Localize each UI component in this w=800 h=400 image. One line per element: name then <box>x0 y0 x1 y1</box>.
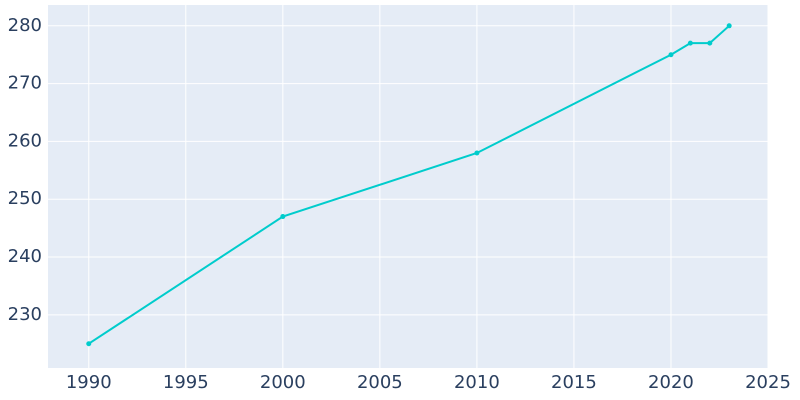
point <box>474 150 480 156</box>
x-tick-label: 1995 <box>163 372 209 393</box>
y-tick-label: 250 <box>8 188 42 209</box>
x-tick-label: 2025 <box>745 372 791 393</box>
x-tick-label: 2015 <box>551 372 597 393</box>
x-tick-label: 2010 <box>454 372 500 393</box>
y-tick-label: 260 <box>8 130 42 151</box>
x-tick-label: 2020 <box>648 372 694 393</box>
y-tick-label: 280 <box>8 15 42 36</box>
point <box>280 214 286 220</box>
point <box>86 341 92 347</box>
point <box>726 23 732 29</box>
x-tick-label: 2000 <box>260 372 306 393</box>
y-tick-label: 270 <box>8 73 42 94</box>
point <box>668 52 674 58</box>
point <box>707 40 713 46</box>
x-tick-label: 2005 <box>357 372 403 393</box>
y-tick-label: 230 <box>8 304 42 325</box>
x-tick-label: 1990 <box>66 372 112 393</box>
point <box>687 40 693 46</box>
y-tick-label: 240 <box>8 246 42 267</box>
